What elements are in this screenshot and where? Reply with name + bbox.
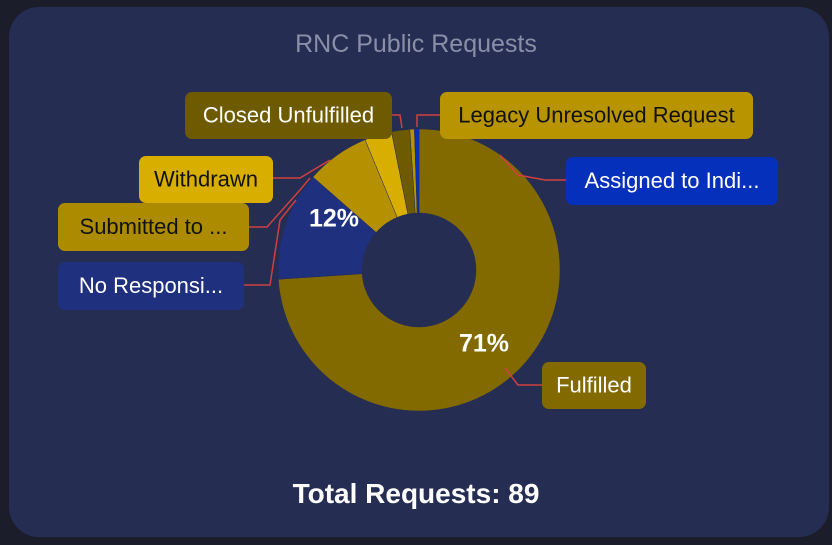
callout-box xyxy=(185,92,392,139)
callout-legacy-unresolved-request[interactable]: Legacy Unresolved Request xyxy=(440,92,753,139)
slice-assigned-to-individual[interactable] xyxy=(414,128,420,214)
callout-fulfilled[interactable]: Fulfilled xyxy=(542,362,646,409)
callout-closed-unfulfilled[interactable]: Closed Unfulfilled xyxy=(185,92,392,139)
leader-line-legacy-unresolved-request xyxy=(416,114,440,127)
callout-label: No Responsi... xyxy=(79,273,223,298)
callout-withdrawn[interactable]: Withdrawn xyxy=(139,156,273,203)
leader-line-no-responsive-records xyxy=(244,199,297,286)
callout-no-responsive-records[interactable]: No Responsi... xyxy=(58,262,244,310)
slice-fulfilled[interactable] xyxy=(278,128,561,412)
callout-submitted-to[interactable]: Submitted to ... xyxy=(58,203,249,251)
callout-assigned-to-individual[interactable]: Assigned to Indi... xyxy=(566,157,778,205)
callout-label: Submitted to ... xyxy=(80,214,228,239)
leader-line-fulfilled xyxy=(504,367,542,386)
callout-box xyxy=(440,92,753,139)
callout-box xyxy=(58,203,249,251)
callout-box xyxy=(542,362,646,409)
callout-box xyxy=(566,157,778,205)
leader-line-closed-unfulfilled xyxy=(392,114,403,129)
callout-label: Closed Unfulfilled xyxy=(203,102,374,127)
leader-line-withdrawn xyxy=(273,159,331,179)
total-requests: Total Requests: 89 xyxy=(292,478,540,509)
leader-line-assigned-to-individual xyxy=(499,154,566,181)
callout-label: Assigned to Indi... xyxy=(585,168,760,193)
leader-line-submitted-to xyxy=(249,177,311,228)
chart-title: RNC Public Requests xyxy=(295,30,537,58)
callout-box xyxy=(58,262,244,310)
callout-label: Legacy Unresolved Request xyxy=(458,102,734,127)
callout-label: Withdrawn xyxy=(154,166,258,191)
percent-label-fulfilled: 71% xyxy=(459,330,509,358)
callout-box xyxy=(139,156,273,203)
callout-label: Fulfilled xyxy=(556,372,632,397)
